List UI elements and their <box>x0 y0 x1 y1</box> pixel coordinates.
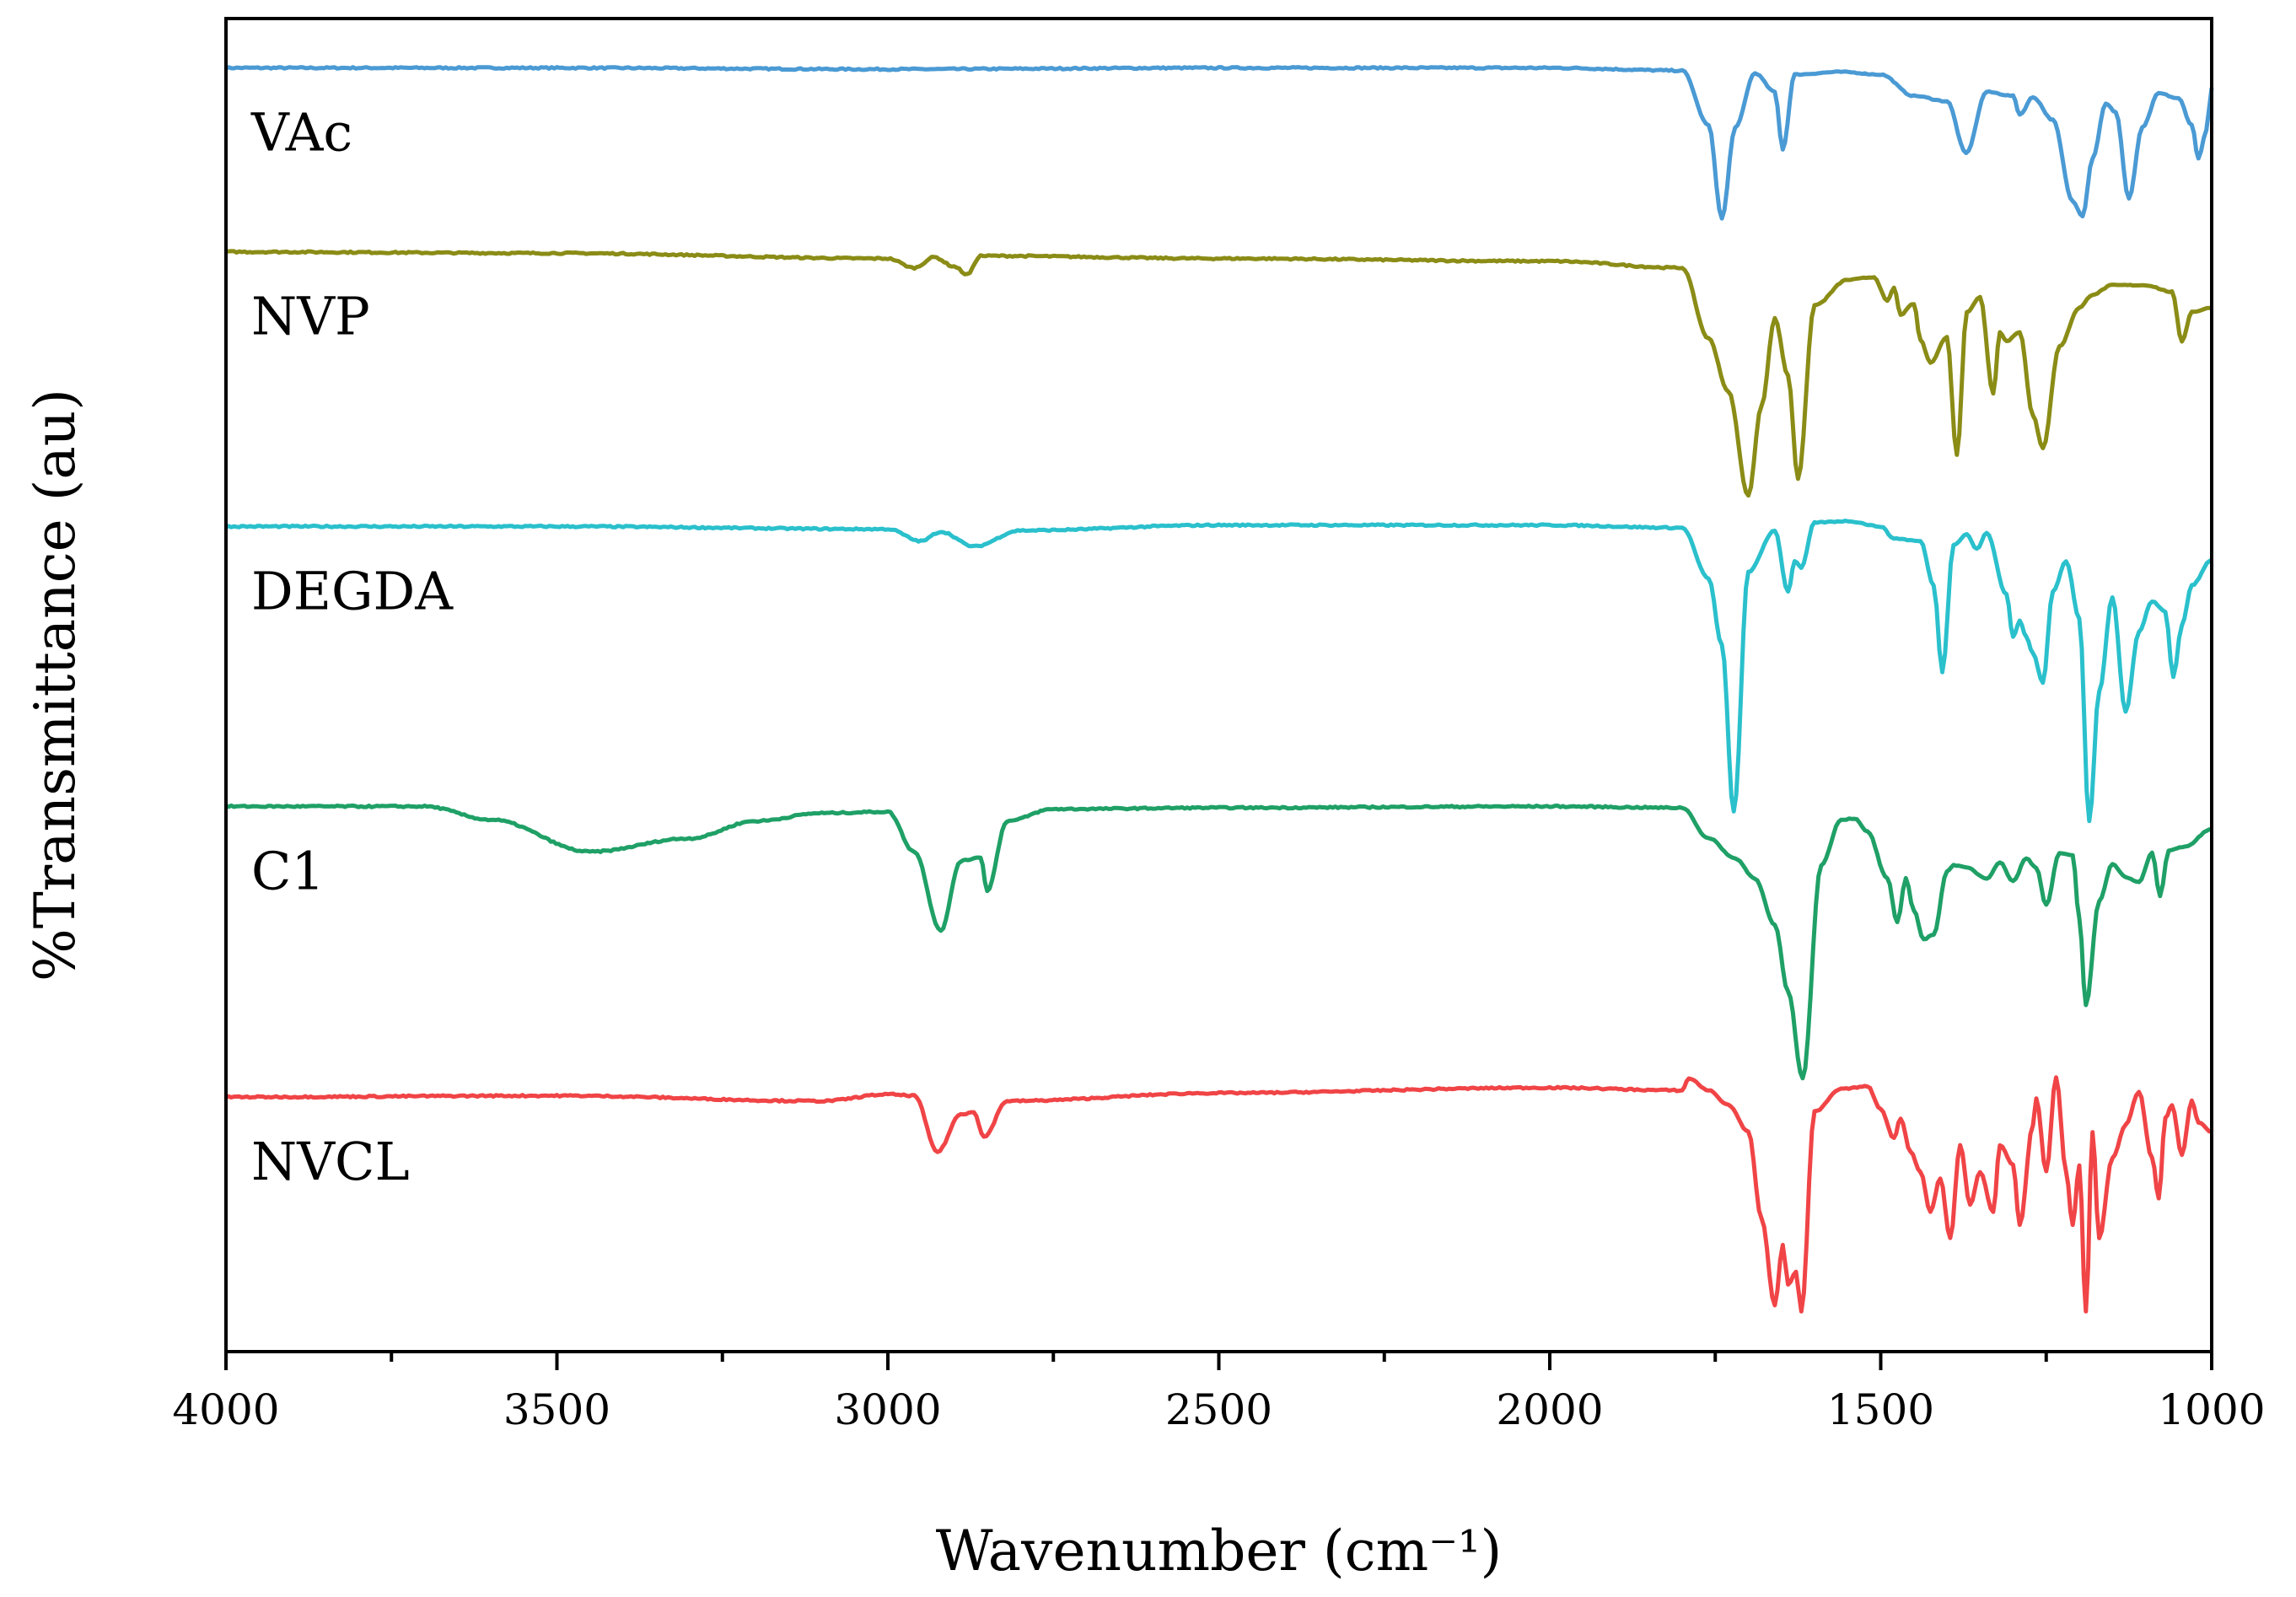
series-label-degda: DEGDA <box>251 560 454 621</box>
series-labels: VAc NVP DEGDA C1 NVCL <box>250 101 454 1192</box>
x-tick-label: 3000 <box>834 1385 941 1434</box>
series-line-degda <box>224 519 2213 824</box>
x-tick-label: 4000 <box>172 1385 279 1434</box>
x-axis-title: Wavenumber (cm⁻¹) <box>936 1519 1503 1584</box>
x-tick-label: 3500 <box>503 1385 610 1434</box>
series-line-c1 <box>225 803 2213 1081</box>
series-line-vac <box>224 65 2214 221</box>
series-label-vac: VAc <box>250 101 352 163</box>
series-label-c1: C1 <box>251 840 325 901</box>
series-label-nvcl: NVCL <box>251 1131 410 1192</box>
plot-frame <box>224 17 2213 1353</box>
series-line-nvcl <box>225 1075 2213 1314</box>
x-tick-label: 1000 <box>2158 1385 2265 1434</box>
series-layer <box>224 65 2214 1314</box>
y-axis-title: %Transmittance (au) <box>23 389 88 981</box>
series-label-nvp: NVP <box>251 286 370 347</box>
series-line-nvp <box>225 249 2213 498</box>
x-axis-ticks: 4000 3500 3000 2500 2000 1500 1000 <box>172 1352 2266 1434</box>
x-tick-label: 2000 <box>1496 1385 1603 1434</box>
x-tick-label: 1500 <box>1827 1385 1934 1434</box>
x-tick-label: 2500 <box>1165 1385 1272 1434</box>
